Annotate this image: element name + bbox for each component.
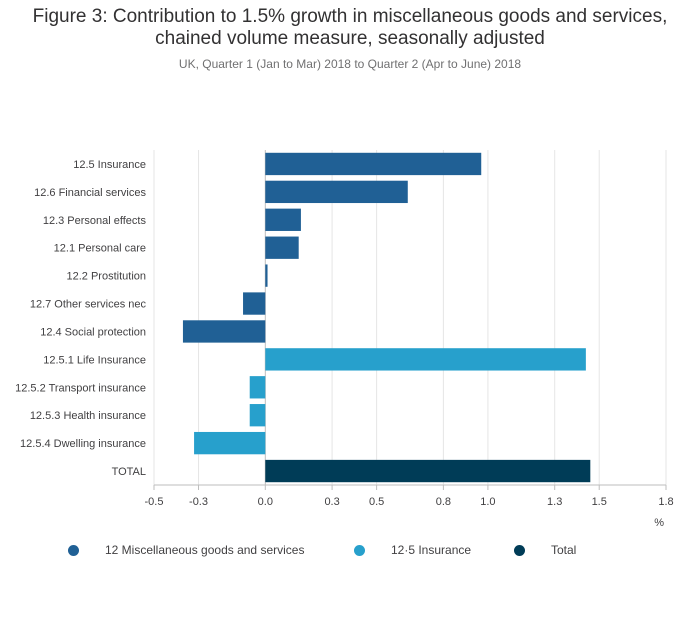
bar: [265, 348, 586, 371]
bar: [265, 208, 301, 231]
legend-label-misc: 12 Miscellaneous goods and services: [105, 543, 305, 557]
bar: [265, 236, 299, 259]
bars: [182, 152, 591, 483]
bar: [182, 320, 266, 343]
category-labels: 12.5 Insurance 12.6 Financial services 12.…: [15, 159, 146, 478]
legend-label-insurance: 12·5 Insurance: [391, 543, 472, 557]
category-label: 12.7 Other services nec: [30, 299, 147, 311]
category-label: 12.5.1 Life Insurance: [43, 354, 146, 366]
legend-item-insurance: 12·5 Insurance: [354, 540, 471, 560]
bar: [194, 431, 266, 455]
category-label: 12.5 Insurance: [73, 159, 146, 171]
category-label: 12.2 Prostitution: [67, 271, 147, 283]
category-label: 12.5.4 Dwelling insurance: [20, 438, 146, 450]
legend-item-total: Total: [514, 540, 576, 560]
bar: [265, 180, 408, 204]
chart-title-line-1: Figure 3: Contribution to 1.5% growth in…: [32, 6, 668, 27]
legend-swatch-total: [514, 544, 525, 556]
legend-item-misc: 12 Miscellaneous goods and services: [68, 540, 304, 560]
x-tick-label: 0.3: [324, 496, 339, 508]
x-tick-label: 1.5: [592, 496, 607, 508]
category-label: 12.3 Personal effects: [43, 215, 147, 227]
x-tick-label: 0.5: [369, 496, 384, 508]
chart-subtitle: UK, Quarter 1 (Jan to Mar) 2018 to Quart…: [178, 57, 522, 71]
category-label: 12.4 Social protection: [40, 326, 146, 338]
bar: [265, 152, 482, 176]
bar: [265, 264, 268, 287]
category-label: 12.1 Personal care: [54, 243, 146, 255]
legend: 12 Miscellaneous goods and services 12·5…: [0, 540, 700, 560]
bar: [249, 404, 266, 427]
x-tick-label: -0.3: [189, 496, 208, 508]
bar: [249, 376, 266, 399]
grid-lines: [153, 150, 667, 485]
bar-chart: 12.5 Insurance 12.6 Financial services 12.…: [15, 150, 674, 529]
chart-title: Figure 3: Contribution to 1.5% growth in…: [0, 6, 700, 50]
category-label: 12.6 Financial services: [34, 187, 146, 199]
category-label: 12.5.2 Transport insurance: [15, 382, 146, 394]
x-tick-label: -0.5: [145, 496, 164, 508]
bar: [243, 292, 266, 315]
x-tick-label: 1.3: [547, 496, 562, 508]
x-axis: -0.5 -0.3 0.0 0.3 0.5 0.8 1.0 1.3 1.5 1.8%: [145, 484, 674, 529]
x-tick-label: 0.8: [436, 496, 451, 508]
category-label: 12.5.3 Health insurance: [30, 410, 146, 422]
category-label: TOTAL: [112, 466, 146, 478]
x-tick-label: 1.8: [658, 496, 673, 508]
legend-swatch-misc: [68, 544, 79, 556]
x-tick-label: 1.0: [480, 496, 495, 508]
bar: [265, 459, 591, 483]
x-unit-label: %: [654, 517, 664, 529]
x-tick-label: 0.0: [258, 496, 273, 508]
legend-label-total: Total: [551, 543, 577, 557]
legend-swatch-insurance: [354, 544, 365, 556]
chart-title-line-2: chained volume measure, seasonally adjus…: [155, 28, 545, 49]
